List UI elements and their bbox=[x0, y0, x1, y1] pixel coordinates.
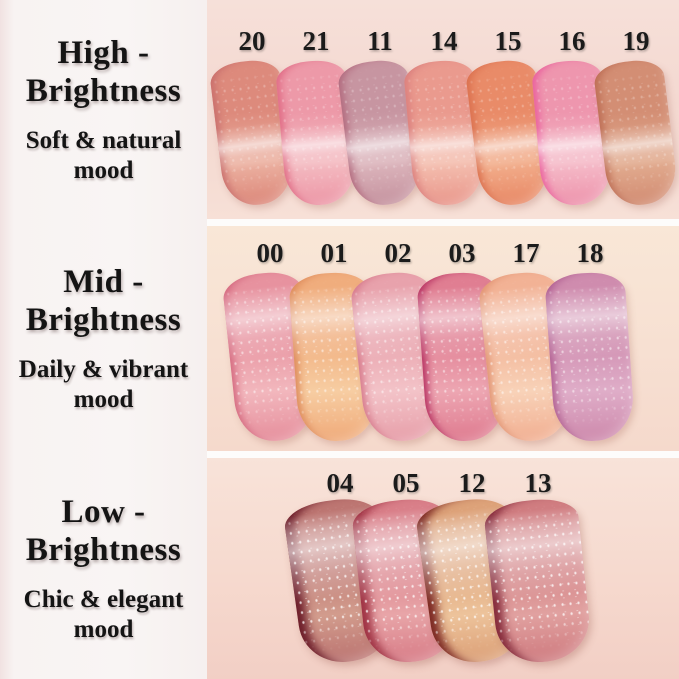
swatch-item-13: 13 bbox=[482, 468, 594, 667]
swatch-panel-high: 20 21 11 14 15 16 19 bbox=[207, 0, 679, 219]
swatch-item-15: 15 bbox=[464, 26, 552, 209]
swatch-item-21: 21 bbox=[274, 26, 358, 208]
swatch-item-17: 17 bbox=[477, 238, 575, 445]
swatch-row-high: 20 21 11 14 15 16 19 bbox=[207, 0, 679, 209]
swatch-item-12: 12 bbox=[414, 468, 530, 668]
swatch-number-label: 02 bbox=[384, 238, 412, 268]
swatch-item-20: 20 bbox=[208, 26, 296, 209]
swatch-number-label: 15 bbox=[494, 26, 522, 56]
swatch-item-18: 18 bbox=[544, 238, 636, 444]
label-column: High - Brightness Soft & natural mood Mi… bbox=[0, 0, 207, 679]
swatch-item-14: 14 bbox=[402, 26, 486, 208]
swatch-row-mid: 00 01 02 03 17 18 bbox=[207, 226, 679, 445]
lip-gloss-swatch-18 bbox=[544, 270, 636, 444]
section-subtitle-high: Soft & natural mood bbox=[25, 127, 182, 184]
swatch-item-02: 02 bbox=[349, 238, 447, 445]
swatch-number-label: 00 bbox=[256, 238, 284, 268]
swatch-item-16: 16 bbox=[530, 26, 614, 208]
swatch-panel-low: 04 05 12 13 bbox=[207, 458, 679, 679]
swatch-number-label: 01 bbox=[320, 238, 348, 268]
swatch-number-label: 13 bbox=[524, 468, 552, 498]
swatch-row-low: 04 05 12 13 bbox=[207, 458, 679, 668]
swatch-number-label: 12 bbox=[458, 468, 486, 498]
swatch-number-label: 03 bbox=[448, 238, 476, 268]
swatch-number-label: 05 bbox=[392, 468, 420, 498]
section-subtitle-low: Chic & elegant mood bbox=[23, 586, 184, 643]
section-label-mid: Mid - Brightness Daily & vibrant mood bbox=[0, 226, 207, 451]
section-title-low: Low - Brightness bbox=[25, 493, 182, 568]
swatch-number-label: 14 bbox=[430, 26, 458, 56]
swatch-item-01: 01 bbox=[288, 238, 380, 444]
swatch-number-label: 16 bbox=[558, 26, 586, 56]
swatch-number-label: 21 bbox=[302, 26, 330, 56]
swatch-item-00: 00 bbox=[221, 238, 319, 445]
swatch-number-label: 20 bbox=[238, 26, 266, 56]
swatch-item-19: 19 bbox=[592, 26, 679, 209]
swatch-number-label: 18 bbox=[576, 238, 604, 268]
swatch-panel-mid: 00 01 02 03 17 18 bbox=[207, 226, 679, 451]
swatch-item-03: 03 bbox=[416, 238, 508, 444]
swatch-item-05: 05 bbox=[350, 468, 462, 667]
swatch-number-label: 04 bbox=[326, 468, 354, 498]
section-label-high: High - Brightness Soft & natural mood bbox=[0, 0, 207, 219]
swatch-number-label: 19 bbox=[622, 26, 650, 56]
swatch-item-11: 11 bbox=[336, 26, 424, 209]
section-title-mid: Mid - Brightness bbox=[25, 263, 182, 338]
swatch-item-04: 04 bbox=[282, 468, 398, 668]
section-label-low: Low - Brightness Chic & elegant mood bbox=[0, 458, 207, 679]
swatch-number-label: 17 bbox=[512, 238, 540, 268]
section-title-high: High - Brightness bbox=[25, 34, 182, 109]
section-subtitle-mid: Daily & vibrant mood bbox=[18, 356, 189, 413]
swatch-number-label: 11 bbox=[367, 26, 393, 56]
